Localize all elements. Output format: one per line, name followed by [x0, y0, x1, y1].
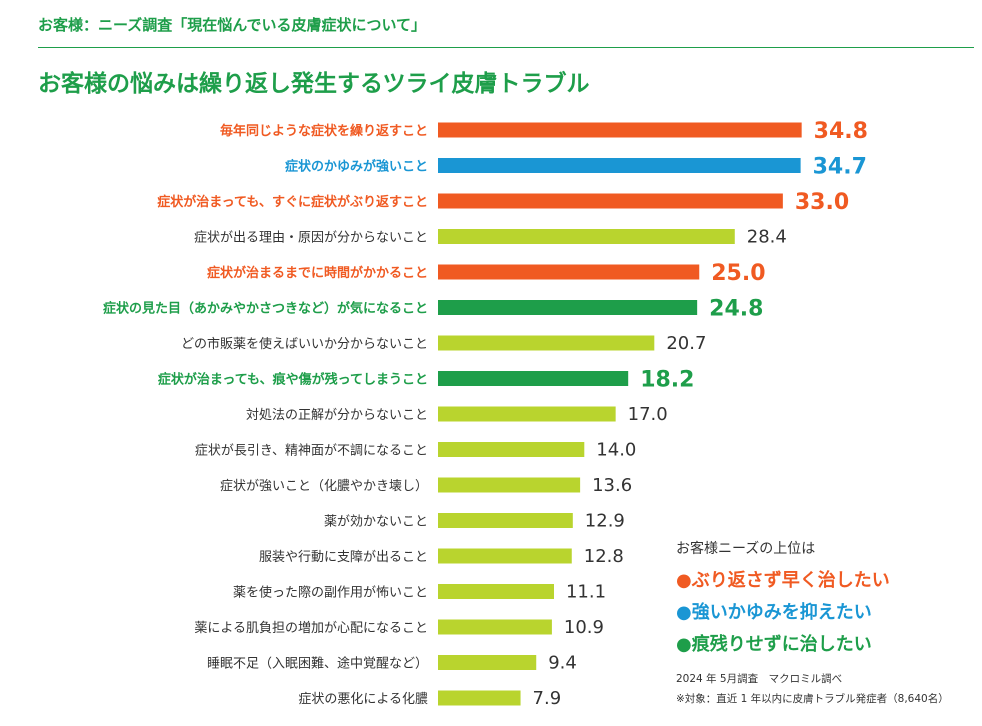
bar	[438, 264, 700, 280]
value-label: 12.9	[585, 511, 625, 532]
value-label: 17.0	[628, 404, 668, 425]
category-label: 対処法の正解が分からないこと	[246, 408, 428, 423]
bar	[438, 300, 698, 315]
bar	[438, 229, 735, 244]
chart-title: お客様の悩みは繰り返し発生するツライ皮膚トラブル	[38, 71, 590, 97]
bar	[438, 442, 585, 457]
value-label: 7.9	[533, 688, 562, 709]
category-label: 薬が効かないこと	[324, 515, 428, 530]
category-label: 症状が治まるまでに時間がかかること	[207, 265, 428, 281]
category-label: 症状が強いこと（化膿やかき壊し）	[220, 479, 428, 494]
value-label: 33.0	[795, 190, 849, 215]
need-item-3: ●痕残りせずに治したい	[676, 630, 872, 656]
category-label: 症状の悪化による化膿	[298, 692, 428, 707]
value-label: 18.2	[640, 368, 694, 393]
bar	[438, 335, 655, 351]
green-dot-icon: ●	[676, 634, 692, 655]
bar	[438, 548, 572, 564]
value-label: 28.4	[747, 227, 787, 248]
category-label: 症状の見た目（あかみやかさつきなど）が気になること	[103, 301, 428, 317]
category-label: 症状が治まっても、すぐに症状がぶり返すこと	[157, 194, 428, 210]
orange-dot-icon: ●	[676, 570, 692, 591]
value-label: 25.0	[711, 261, 765, 286]
category-label: 症状が長引き、精神面が不調になること	[195, 444, 428, 459]
bar	[438, 193, 783, 209]
need-item-1-text: ぶり返さず早く治したい	[691, 570, 890, 591]
value-label: 14.0	[596, 440, 636, 461]
category-label: 服装や行動に支障が出ること	[259, 550, 428, 565]
bar	[438, 477, 581, 493]
value-label: 13.6	[592, 475, 632, 496]
bar	[438, 584, 554, 599]
bar	[438, 513, 573, 528]
category-label: 症状が治まっても、痕や傷が残ってしまうこと	[158, 372, 428, 388]
bar	[438, 655, 537, 670]
value-label: 9.4	[548, 653, 577, 674]
blue-dot-icon: ●	[676, 602, 692, 623]
category-label: 薬を使った際の副作用が怖いこと	[233, 585, 428, 601]
bar	[438, 619, 552, 635]
survey-footnote: 2024 年 5月調査 マクロミル調べ	[676, 673, 843, 685]
value-label: 10.9	[564, 617, 604, 638]
value-label: 24.8	[709, 297, 763, 322]
category-label: どの市販薬を使えばいいか分からないこと	[181, 336, 428, 352]
bar	[438, 371, 629, 386]
bar	[438, 122, 802, 138]
needs-heading: お客様ニーズの上位は	[676, 541, 816, 557]
value-label: 34.7	[813, 155, 867, 180]
value-label: 34.8	[814, 119, 868, 144]
category-label: 薬による肌負担の増加が心配になること	[194, 621, 428, 636]
bar	[438, 690, 521, 706]
bar	[438, 406, 616, 422]
category-label: 毎年同じような症状を繰り返すこと	[220, 123, 428, 139]
category-label: 症状のかゆみが強いこと	[285, 159, 428, 175]
need-item-2-text: 強いかゆみを抑えたい	[691, 602, 872, 623]
bar	[438, 158, 801, 173]
value-label: 11.1	[566, 582, 606, 603]
category-label: 症状が出る理由・原因が分からないこと	[194, 231, 428, 246]
value-label: 12.8	[584, 546, 624, 567]
value-label: 20.7	[666, 333, 706, 354]
need-item-3-text: 痕残りせずに治したい	[691, 634, 872, 655]
header-divider	[38, 47, 974, 48]
category-label: 睡眠不足（入眠困難、途中覚醒など）	[207, 656, 428, 672]
need-item-2: ●強いかゆみを抑えたい	[676, 598, 872, 624]
target-footnote: ※対象：直近 1 年以内に皮膚トラブル発症者（8,640名）	[676, 693, 949, 705]
survey-subtitle: お客様：ニーズ調査「現在悩んでいる皮膚症状について」	[38, 16, 427, 34]
need-item-1: ●ぶり返さず早く治したい	[676, 566, 890, 592]
